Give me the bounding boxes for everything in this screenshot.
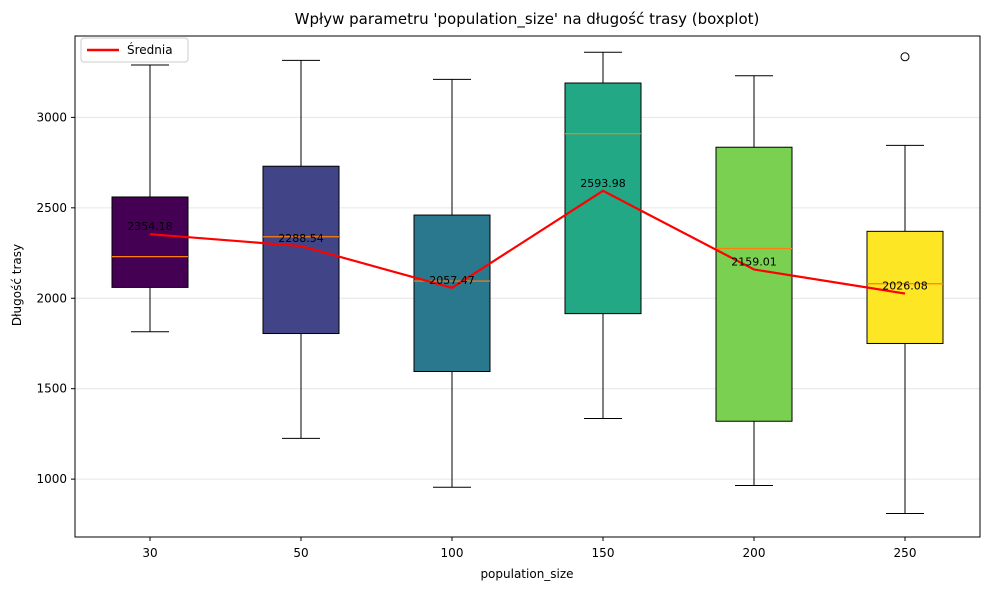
box-100 [413, 78, 491, 488]
x-tick-label: 200 [743, 546, 766, 560]
box-iqr [866, 230, 944, 344]
box-30 [111, 64, 189, 333]
x-tick-label: 50 [293, 546, 308, 560]
plot-area [74, 35, 981, 538]
x-tick-label: 150 [592, 546, 615, 560]
box-iqr [262, 165, 340, 335]
legend-box [80, 37, 189, 63]
legend: Średnia [80, 37, 189, 63]
legend-label-mean: Średnia [127, 42, 173, 57]
y-tick-label: 2500 [36, 201, 67, 215]
box-iqr [413, 214, 491, 373]
y-tick-label: 3000 [36, 110, 67, 124]
y-gridlines [75, 116, 980, 480]
y-tick-label: 1500 [36, 382, 67, 396]
mean-value-label: 2593.98 [580, 177, 626, 190]
x-axis-label: population_size [480, 567, 573, 581]
y-tick-label: 2000 [36, 291, 67, 305]
mean-value-label: 2057.47 [429, 274, 475, 287]
box-iqr [715, 146, 793, 422]
x-tick-label: 100 [441, 546, 464, 560]
box-iqr [564, 82, 642, 315]
chart-title: Wpływ parametru 'population_size' na dłu… [295, 10, 760, 29]
flier-point [900, 52, 910, 62]
mean-series-group: 2354.18 2288.54 2057.47 2593.98 2159.01 2026.… [127, 177, 928, 295]
mean-value-label: 2354.18 [127, 220, 173, 233]
box-150 [564, 51, 642, 420]
y-axis-label: Długość trasy [10, 244, 24, 326]
box-50 [262, 59, 340, 439]
box-250 [866, 52, 944, 514]
x-axis-ticks: 30 50 100 150 200 250 [142, 537, 916, 560]
y-axis-ticks: 1000 1500 2000 2500 3000 [36, 110, 75, 486]
mean-value-label: 2026.08 [882, 280, 928, 293]
y-tick-label: 1000 [36, 472, 67, 486]
box-iqr [111, 196, 189, 288]
mean-line [149, 189, 906, 295]
mean-value-label: 2159.01 [731, 255, 777, 268]
boxes-group [111, 51, 944, 514]
box-200 [715, 75, 793, 486]
x-tick-label: 30 [142, 546, 157, 560]
x-tick-label: 250 [894, 546, 917, 560]
mean-value-label: 2288.54 [278, 232, 324, 245]
